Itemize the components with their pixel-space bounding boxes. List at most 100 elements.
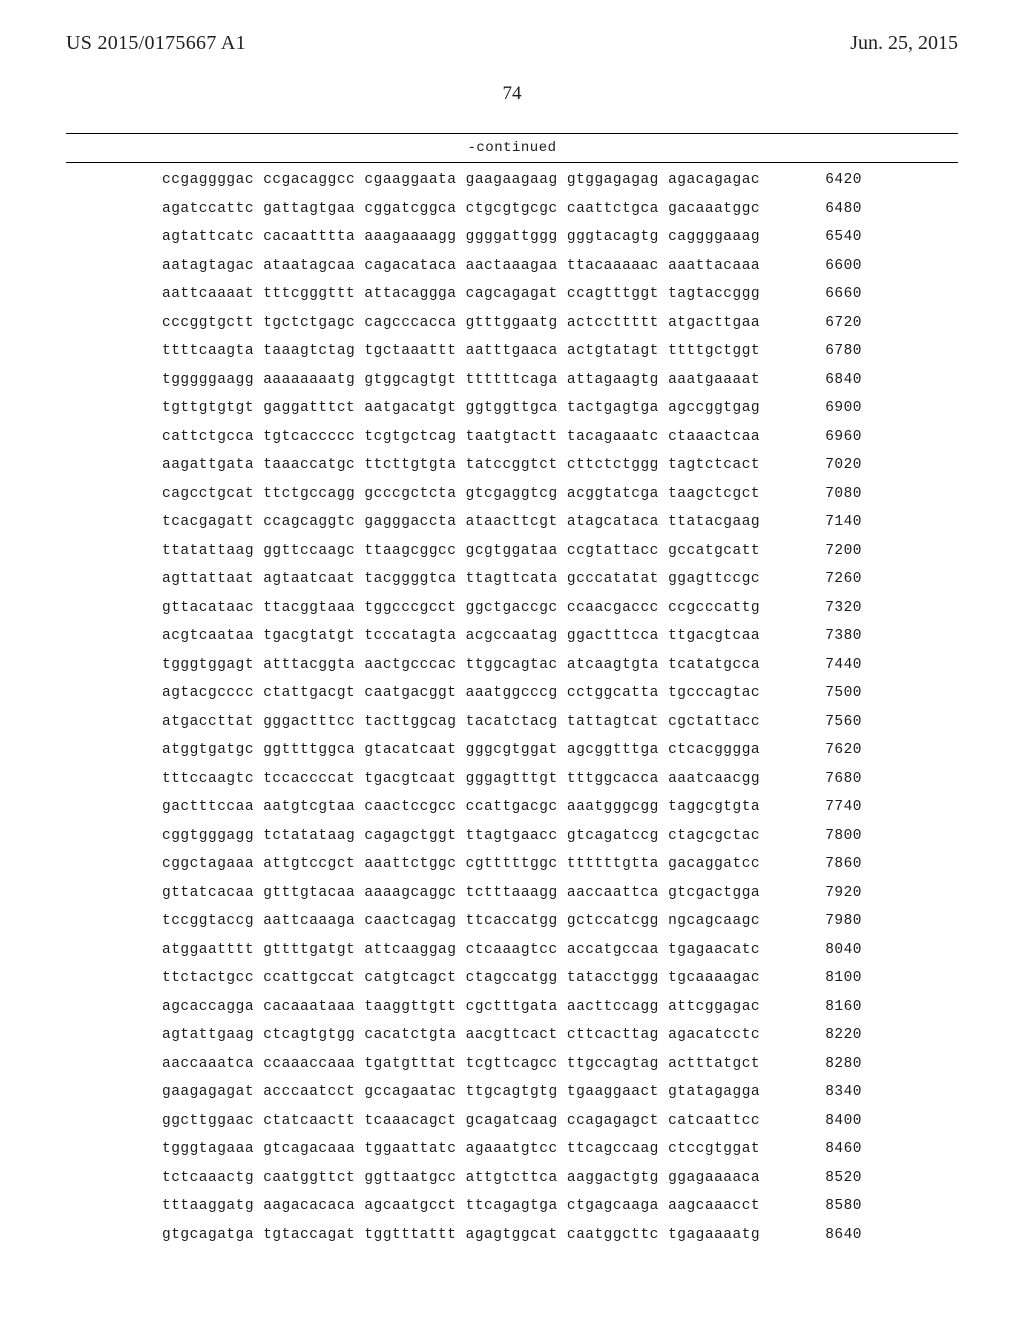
sequence-position: 7440	[806, 658, 862, 673]
sequence-nucleotides: cggctagaaa attgtccgct aaattctggc cgttttt…	[162, 857, 760, 872]
sequence-nucleotides: agcaccagga cacaaataaa taaggttgtt cgctttg…	[162, 1000, 760, 1015]
sequence-nucleotides: atggaatttt gttttgatgt attcaaggag ctcaaag…	[162, 943, 760, 958]
sequence-position: 8040	[806, 943, 862, 958]
sequence-position: 8160	[806, 1000, 862, 1015]
sequence-row: tgggggaagg aaaaaaaatg gtggcagtgt ttttttc…	[162, 373, 862, 388]
sequence-position: 6840	[806, 373, 862, 388]
sequence-position: 7020	[806, 458, 862, 473]
sequence-nucleotides: gactttccaa aatgtcgtaa caactccgcc ccattga…	[162, 800, 760, 815]
sequence-row: atggaatttt gttttgatgt attcaaggag ctcaaag…	[162, 943, 862, 958]
sequence-position: 6600	[806, 259, 862, 274]
sequence-nucleotides: tctcaaactg caatggttct ggttaatgcc attgtct…	[162, 1171, 760, 1186]
sequence-row: gtgcagatga tgtaccagat tggtttattt agagtgg…	[162, 1228, 862, 1243]
sequence-position: 7320	[806, 601, 862, 616]
sequence-row: ttctactgcc ccattgccat catgtcagct ctagcca…	[162, 971, 862, 986]
sequence-row: agtattgaag ctcagtgtgg cacatctgta aacgttc…	[162, 1028, 862, 1043]
sequence-position: 8460	[806, 1142, 862, 1157]
sequence-nucleotides: tccggtaccg aattcaaaga caactcagag ttcacca…	[162, 914, 760, 929]
sequence-nucleotides: atgaccttat gggactttcc tacttggcag tacatct…	[162, 715, 760, 730]
sequence-row: ccgaggggac ccgacaggcc cgaaggaata gaagaag…	[162, 173, 862, 188]
sequence-nucleotides: aagattgata taaaccatgc ttcttgtgta tatccgg…	[162, 458, 760, 473]
sequence-row: tttccaagtc tccaccccat tgacgtcaat gggagtt…	[162, 772, 862, 787]
sequence-position: 7920	[806, 886, 862, 901]
sequence-position: 7740	[806, 800, 862, 815]
sequence-row: aatagtagac ataatagcaa cagacataca aactaaa…	[162, 259, 862, 274]
sequence-position: 8520	[806, 1171, 862, 1186]
sequence-row: acgtcaataa tgacgtatgt tcccatagta acgccaa…	[162, 629, 862, 644]
sequence-position: 7560	[806, 715, 862, 730]
sequence-row: aagattgata taaaccatgc ttcttgtgta tatccgg…	[162, 458, 862, 473]
sequence-position: 7620	[806, 743, 862, 758]
sequence-row: ggcttggaac ctatcaactt tcaaacagct gcagatc…	[162, 1114, 862, 1129]
continued-label: -continued	[66, 140, 958, 156]
sequence-nucleotides: gttacataac ttacggtaaa tggcccgcct ggctgac…	[162, 601, 760, 616]
sequence-nucleotides: gttatcacaa gtttgtacaa aaaagcaggc tctttaa…	[162, 886, 760, 901]
sequence-position: 8580	[806, 1199, 862, 1214]
sequence-nucleotides: tttaaggatg aagacacaca agcaatgcct ttcagag…	[162, 1199, 760, 1214]
sequence-nucleotides: tgttgtgtgt gaggatttct aatgacatgt ggtggtt…	[162, 401, 760, 416]
sequence-position: 7380	[806, 629, 862, 644]
sequence-row: ttttcaagta taaagtctag tgctaaattt aatttga…	[162, 344, 862, 359]
sequence-position: 6420	[806, 173, 862, 188]
sequence-nucleotides: ttttcaagta taaagtctag tgctaaattt aatttga…	[162, 344, 760, 359]
sequence-nucleotides: tgggtggagt atttacggta aactgcccac ttggcag…	[162, 658, 760, 673]
sequence-nucleotides: ggcttggaac ctatcaactt tcaaacagct gcagatc…	[162, 1114, 760, 1129]
sequence-row: cggctagaaa attgtccgct aaattctggc cgttttt…	[162, 857, 862, 872]
sequence-row: atgaccttat gggactttcc tacttggcag tacatct…	[162, 715, 862, 730]
sequence-row: ttatattaag ggttccaagc ttaagcggcc gcgtgga…	[162, 544, 862, 559]
sequence-nucleotides: agatccattc gattagtgaa cggatcggca ctgcgtg…	[162, 202, 760, 217]
sequence-position: 7140	[806, 515, 862, 530]
sequence-row: cagcctgcat ttctgccagg gcccgctcta gtcgagg…	[162, 487, 862, 502]
sequence-row: aaccaaatca ccaaaccaaa tgatgtttat tcgttca…	[162, 1057, 862, 1072]
sequence-position: 6780	[806, 344, 862, 359]
sequence-nucleotides: agtattgaag ctcagtgtgg cacatctgta aacgttc…	[162, 1028, 760, 1043]
sequence-row: agtattcatc cacaatttta aaagaaaagg ggggatt…	[162, 230, 862, 245]
sequence-position: 8340	[806, 1085, 862, 1100]
sequence-row: tgttgtgtgt gaggatttct aatgacatgt ggtggtt…	[162, 401, 862, 416]
sequence-position: 7980	[806, 914, 862, 929]
page-header: US 2015/0175667 A1 Jun. 25, 2015	[66, 32, 958, 55]
sequence-position: 8400	[806, 1114, 862, 1129]
sequence-position: 7500	[806, 686, 862, 701]
sequence-row: tccggtaccg aattcaaaga caactcagag ttcacca…	[162, 914, 862, 929]
page-root: US 2015/0175667 A1 Jun. 25, 2015 74 -con…	[0, 0, 1024, 1320]
top-rule	[66, 133, 958, 134]
sequence-nucleotides: aatagtagac ataatagcaa cagacataca aactaaa…	[162, 259, 760, 274]
sequence-row: tttaaggatg aagacacaca agcaatgcct ttcagag…	[162, 1199, 862, 1214]
second-rule	[66, 162, 958, 163]
sequence-nucleotides: atggtgatgc ggttttggca gtacatcaat gggcgtg…	[162, 743, 760, 758]
sequence-nucleotides: ccgaggggac ccgacaggcc cgaaggaata gaagaag…	[162, 173, 760, 188]
sequence-nucleotides: cattctgcca tgtcaccccc tcgtgctcag taatgta…	[162, 430, 760, 445]
sequence-position: 8280	[806, 1057, 862, 1072]
sequence-nucleotides: tttccaagtc tccaccccat tgacgtcaat gggagtt…	[162, 772, 760, 787]
sequence-position: 6960	[806, 430, 862, 445]
sequence-nucleotides: agttattaat agtaatcaat tacggggtca ttagttc…	[162, 572, 760, 587]
sequence-block: ccgaggggac ccgacaggcc cgaaggaata gaagaag…	[162, 173, 862, 1242]
sequence-position: 6540	[806, 230, 862, 245]
sequence-row: cattctgcca tgtcaccccc tcgtgctcag taatgta…	[162, 430, 862, 445]
sequence-nucleotides: ttctactgcc ccattgccat catgtcagct ctagcca…	[162, 971, 760, 986]
sequence-position: 7680	[806, 772, 862, 787]
sequence-nucleotides: acgtcaataa tgacgtatgt tcccatagta acgccaa…	[162, 629, 760, 644]
sequence-position: 6660	[806, 287, 862, 302]
sequence-position: 7260	[806, 572, 862, 587]
sequence-nucleotides: cccggtgctt tgctctgagc cagcccacca gtttgga…	[162, 316, 760, 331]
sequence-row: tgggtggagt atttacggta aactgcccac ttggcag…	[162, 658, 862, 673]
sequence-row: agcaccagga cacaaataaa taaggttgtt cgctttg…	[162, 1000, 862, 1015]
sequence-nucleotides: aattcaaaat tttcgggttt attacaggga cagcaga…	[162, 287, 760, 302]
sequence-row: tgggtagaaa gtcagacaaa tggaattatc agaaatg…	[162, 1142, 862, 1157]
sequence-row: cggtgggagg tctatataag cagagctggt ttagtga…	[162, 829, 862, 844]
page-number: 74	[66, 83, 958, 105]
sequence-position: 7860	[806, 857, 862, 872]
sequence-nucleotides: agtacgcccc ctattgacgt caatgacggt aaatggc…	[162, 686, 760, 701]
sequence-row: agttattaat agtaatcaat tacggggtca ttagttc…	[162, 572, 862, 587]
sequence-row: agatccattc gattagtgaa cggatcggca ctgcgtg…	[162, 202, 862, 217]
sequence-position: 8100	[806, 971, 862, 986]
sequence-nucleotides: tcacgagatt ccagcaggtc gagggaccta ataactt…	[162, 515, 760, 530]
sequence-position: 7200	[806, 544, 862, 559]
sequence-position: 7800	[806, 829, 862, 844]
publication-date: Jun. 25, 2015	[850, 32, 958, 55]
sequence-nucleotides: agtattcatc cacaatttta aaagaaaagg ggggatt…	[162, 230, 760, 245]
sequence-nucleotides: gtgcagatga tgtaccagat tggtttattt agagtgg…	[162, 1228, 760, 1243]
sequence-nucleotides: gaagagagat acccaatcct gccagaatac ttgcagt…	[162, 1085, 760, 1100]
